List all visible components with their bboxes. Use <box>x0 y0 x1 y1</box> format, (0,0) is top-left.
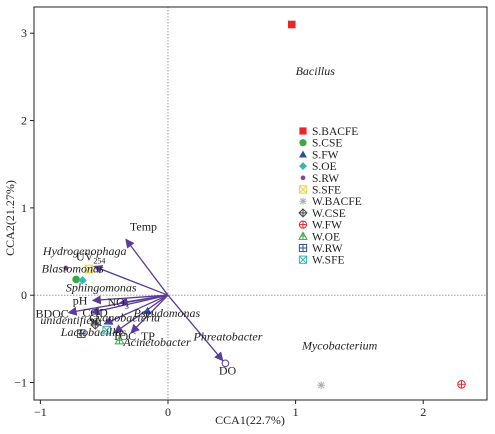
legend-marker <box>299 127 307 135</box>
zero-lines <box>34 7 487 400</box>
species-label-pseudomonas: Pseudomonas <box>133 306 201 320</box>
sample-point-s-bacfe <box>287 20 296 29</box>
y-tick-label: 1 <box>21 201 27 215</box>
sample-point-s-sfe <box>84 264 94 274</box>
legend-label: S.FW <box>312 149 339 161</box>
sample-point-w-bacfe <box>317 381 325 389</box>
axis-ticks: −1 0 1 2 −1 0 1 2 3 <box>14 26 426 419</box>
legend-label: S.OE <box>312 161 337 173</box>
species-label-mycobacterium: Mycobacterium <box>301 338 378 352</box>
x-tick-label: 1 <box>293 405 299 419</box>
legend-label: S.RW <box>312 173 339 185</box>
legend-label: W.RW <box>312 243 343 255</box>
plot-border <box>33 6 488 401</box>
species-label-acinetobacter: Acinetobacter <box>122 335 191 349</box>
env-vector-label: Temp <box>130 219 157 233</box>
env-vector-arrow <box>91 294 169 305</box>
env-vector-label: pH <box>73 293 88 307</box>
legend-marker <box>298 208 308 218</box>
y-tick-label: 3 <box>21 26 27 40</box>
env-vector-label: TP <box>141 329 155 343</box>
sample-points <box>63 20 466 389</box>
env-vector-arrow <box>113 294 169 334</box>
env-vector-label: BDOC <box>35 307 68 321</box>
legend: S.BACFES.CSES.FWS.OES.RWS.SFEW.BACFEW.CS… <box>298 126 362 267</box>
env-vector-label: COD <box>82 306 108 320</box>
legend-marker <box>298 185 308 194</box>
y-tick-label: 2 <box>21 114 27 128</box>
env-vector-arrow <box>93 265 169 296</box>
species-label-bacillus: Bacillus <box>296 64 336 78</box>
legend-marker <box>298 255 308 264</box>
env-vector-arrow <box>90 294 169 316</box>
species-label-cyanobacteria: Cyanobacteria <box>89 310 160 324</box>
species-label-hydrogenophaga: Hydrogenophaga <box>42 244 127 258</box>
x-tick-label: 2 <box>420 405 426 419</box>
sample-point-s-rw <box>63 265 69 271</box>
sample-point-w-oe <box>114 335 125 345</box>
legend-label: W.CSE <box>312 208 346 220</box>
y-tick-label: −1 <box>14 376 27 390</box>
legend-marker <box>298 243 308 253</box>
x-tick-label: 0 <box>165 405 171 419</box>
env-vector-label: DO <box>219 364 237 378</box>
species-label-lactobacillus: Lactobacillus <box>60 325 127 339</box>
plot-frame <box>33 6 488 401</box>
do-endpoint-marker <box>221 359 230 368</box>
sample-point-w-fw <box>457 379 466 389</box>
sample-point-s-oe <box>78 276 87 285</box>
species-labels: Bacillus Hydrogenophaga Blastomonas Sphingo… <box>40 64 377 352</box>
legend-label: W.OE <box>312 231 340 243</box>
y-axis-title: CCA2(21.27%) <box>3 180 17 256</box>
env-vector-arrow <box>103 294 169 325</box>
env-vector-label: NO3 <box>107 295 128 311</box>
env-vector-arrow <box>125 238 169 296</box>
legend-marker <box>298 220 308 229</box>
env-vector-arrow <box>167 294 224 362</box>
legend-label: S.BACFE <box>312 126 358 138</box>
species-label-phreatobacter: Phreatobacter <box>193 330 263 344</box>
legend-label: W.BACFE <box>312 196 362 208</box>
legend-marker <box>299 139 307 147</box>
sample-point-s-fw <box>143 306 152 315</box>
legend-label: S.SFE <box>312 185 341 197</box>
y-tick-label: 0 <box>21 288 27 302</box>
species-label-sphingomonas: Sphingomonas <box>66 281 137 295</box>
sample-point-w-sfe <box>102 325 112 335</box>
legend-label: W.SFE <box>312 255 345 267</box>
legend-marker <box>299 162 307 171</box>
legend-label: W.FW <box>312 220 342 232</box>
legend-label: S.CSE <box>312 138 342 150</box>
sample-point-w-cse <box>90 320 101 330</box>
x-tick-label: −1 <box>34 405 47 419</box>
legend-marker <box>299 150 307 158</box>
sample-point-w-rw <box>76 329 86 338</box>
species-label-blastomonas: Blastomonas <box>42 261 104 275</box>
legend-marker <box>298 231 308 240</box>
env-vector-arrow <box>118 294 169 307</box>
sample-point-s-cse <box>72 275 80 284</box>
legend-marker <box>299 197 307 205</box>
x-axis-title: CCA1(22.7%) <box>215 413 285 427</box>
species-label-unidentified: unidentified <box>40 313 98 327</box>
legend-marker <box>300 175 306 181</box>
